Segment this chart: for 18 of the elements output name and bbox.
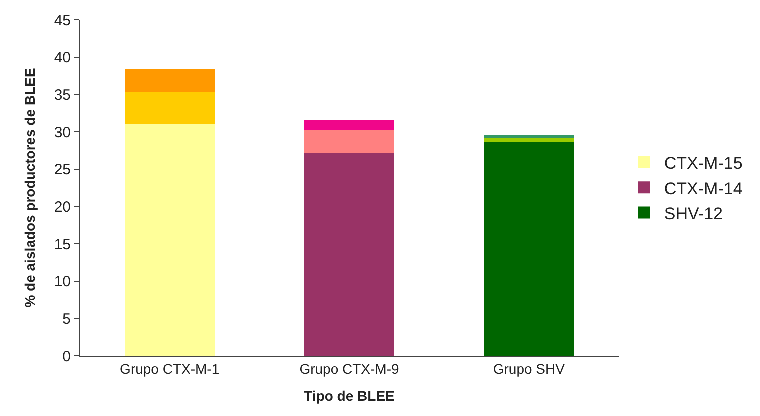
y-tick-label: 20 xyxy=(54,198,71,216)
legend-label: CTX-M-14 xyxy=(664,179,743,198)
legend-label: SHV-12 xyxy=(664,204,723,224)
x-tick-label: Grupo CTX-M-9 xyxy=(300,360,400,377)
legend-label: CTX-M-15 xyxy=(664,154,743,174)
y-axis-title: % de aislados productores de BLEE xyxy=(22,68,38,308)
y-tick-label: 25 xyxy=(54,162,71,179)
x-axis-title: Tipo de BLEE xyxy=(304,388,395,404)
y-tick-label: 45 xyxy=(54,12,71,30)
y-tick-label: 30 xyxy=(54,124,71,142)
x-tick-label: Grupo SHV xyxy=(493,360,566,377)
x-tick-label: Grupo CTX-M-1 xyxy=(120,360,220,377)
y-tick-label: 40 xyxy=(54,50,71,67)
y-tick-label: 10 xyxy=(54,274,71,291)
y-tick-label: 15 xyxy=(54,236,71,254)
y-tick-label: 35 xyxy=(54,86,71,104)
y-tick-label: 0 xyxy=(62,348,71,366)
y-tick-label: 5 xyxy=(62,310,71,328)
